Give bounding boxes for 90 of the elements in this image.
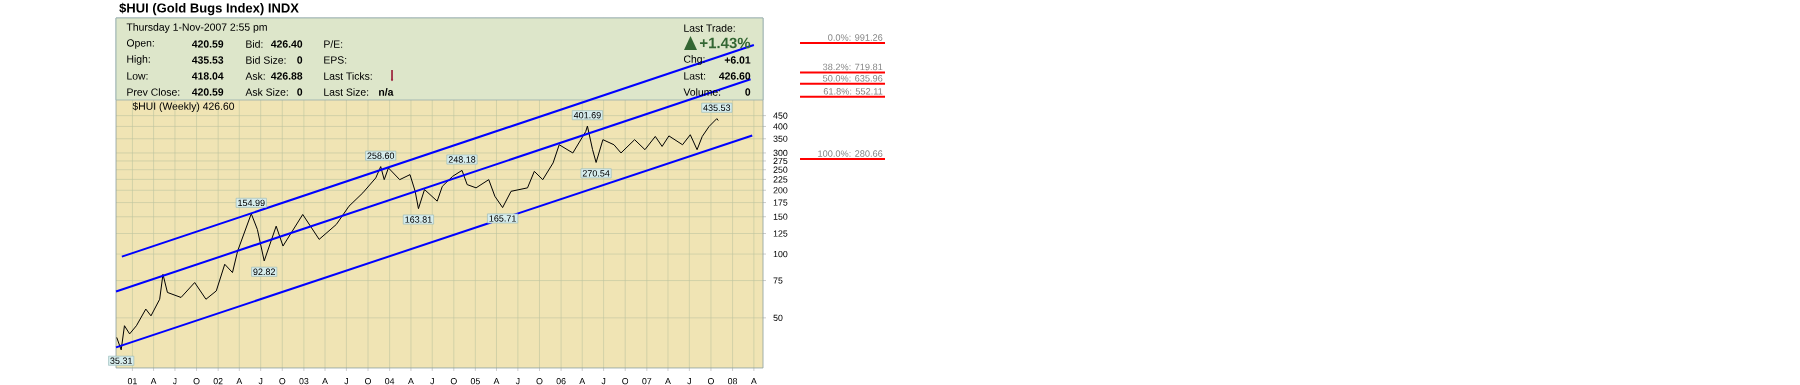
annotation: 258.60 xyxy=(367,152,395,159)
annotation: 163.81 xyxy=(405,216,432,223)
x-tick-label: J xyxy=(601,378,606,385)
annotation: n/a xyxy=(379,88,394,96)
ref-line-label: 0.0%: 991.26 xyxy=(828,34,883,41)
x-tick-label: J xyxy=(172,378,177,385)
x-tick-label: A xyxy=(750,378,757,385)
y-tick-label: 250 xyxy=(773,166,788,173)
annotation: 0 xyxy=(745,88,751,96)
annotation: EPS: xyxy=(324,56,347,64)
x-tick-label: J xyxy=(258,378,263,385)
annotation: 426.60 xyxy=(719,72,751,80)
x-tick-label: O xyxy=(622,378,629,385)
annotation: 165.71 xyxy=(489,215,516,222)
y-tick-label: 225 xyxy=(773,176,788,183)
x-tick-label: 03 xyxy=(299,378,309,385)
ref-line-label: 100.0%: 280.66 xyxy=(818,150,883,157)
x-tick-label: 01 xyxy=(127,378,137,385)
annotation: Last Size: xyxy=(324,88,369,96)
x-tick-label: O xyxy=(450,378,457,385)
y-tick-label: 50 xyxy=(773,314,783,321)
x-tick-label: J xyxy=(687,378,691,385)
x-tick-label: A xyxy=(236,378,243,385)
annotation: Last: xyxy=(684,72,706,80)
annotation: Bid: xyxy=(246,40,263,48)
annotation: Last Trade: xyxy=(684,24,735,32)
annotation: $HUI (Weekly) 426.60 xyxy=(132,102,235,112)
x-tick-label: A xyxy=(408,378,414,385)
y-tick-label: 175 xyxy=(773,199,788,206)
annotation: P/E: xyxy=(324,40,343,48)
x-tick-label: O xyxy=(707,378,714,385)
annotation: High: xyxy=(127,55,150,65)
x-tick-label: 02 xyxy=(213,378,223,385)
x-tick-label: A xyxy=(322,378,328,385)
annotation: 426.40 xyxy=(270,40,303,48)
annotation: 154.99 xyxy=(238,199,265,207)
y-tick-label: 150 xyxy=(773,213,788,220)
x-tick-label: O xyxy=(365,378,372,385)
y-tick-label: 400 xyxy=(773,123,788,130)
y-tick-label: 300 xyxy=(773,149,788,157)
x-tick-label: 08 xyxy=(728,378,738,385)
chart-title: $HUI (Gold Bugs Index) INDX xyxy=(119,2,299,16)
x-tick-label: 07 xyxy=(642,378,652,385)
y-tick-label: 125 xyxy=(773,230,788,237)
ref-line-label: 38.2%: 719.81 xyxy=(822,63,883,71)
ref-line-label: 61.8%: 552.11 xyxy=(823,88,883,95)
annotation: Last Ticks: xyxy=(324,72,372,80)
annotation: 435.53 xyxy=(191,56,224,64)
x-tick-label: A xyxy=(579,378,586,385)
x-tick-label: A xyxy=(493,378,500,385)
x-tick-label: 04 xyxy=(385,378,395,385)
y-tick-label: 75 xyxy=(773,277,783,284)
annotation: Bid Size: xyxy=(246,56,286,64)
y-tick-label: 100 xyxy=(773,250,788,258)
annotation: 270.54 xyxy=(582,170,610,177)
x-tick-label: J xyxy=(430,378,434,385)
x-tick-label: 06 xyxy=(556,378,566,385)
annotation: Thursday 1-Nov-2007 2:55 pm xyxy=(126,23,267,33)
annotation: 401.69 xyxy=(573,112,601,119)
annotation: 0 xyxy=(297,88,303,96)
annotation: 420.59 xyxy=(191,88,224,96)
annotation: 426.88 xyxy=(270,72,303,80)
x-tick-label: 05 xyxy=(470,378,480,385)
ref-line-label: 50.0%: 635.96 xyxy=(823,75,883,82)
annotation: 420.59 xyxy=(191,40,224,48)
annotation: Ask: xyxy=(245,72,265,80)
annotation: 0 xyxy=(297,56,303,64)
y-tick-label: 450 xyxy=(773,112,788,119)
annotation: 248.18 xyxy=(448,156,476,163)
annotation: 35.31 xyxy=(110,357,133,364)
annotation: Open: xyxy=(126,39,154,49)
annotation: +1.43% xyxy=(699,37,751,49)
annotation: Prev Close: xyxy=(127,88,180,96)
y-tick-label: 350 xyxy=(773,135,788,142)
y-tick-label: 275 xyxy=(773,157,788,165)
annotation: 418.04 xyxy=(191,72,224,80)
x-tick-label: J xyxy=(515,378,520,385)
annotation: +6.01 xyxy=(724,56,751,64)
annotation: Ask Size: xyxy=(245,88,288,96)
x-tick-label: A xyxy=(150,378,157,385)
x-tick-label: A xyxy=(665,378,671,385)
y-tick-label: 200 xyxy=(773,187,788,194)
annotation: 92.82 xyxy=(253,268,275,275)
annotation: Low: xyxy=(127,72,148,80)
x-tick-label: J xyxy=(344,378,348,385)
annotation: 435.53 xyxy=(703,104,731,111)
x-tick-label: O xyxy=(279,378,286,385)
annotation: Chg: xyxy=(683,55,705,65)
x-tick-label: O xyxy=(193,378,200,385)
x-tick-label: O xyxy=(536,378,543,385)
